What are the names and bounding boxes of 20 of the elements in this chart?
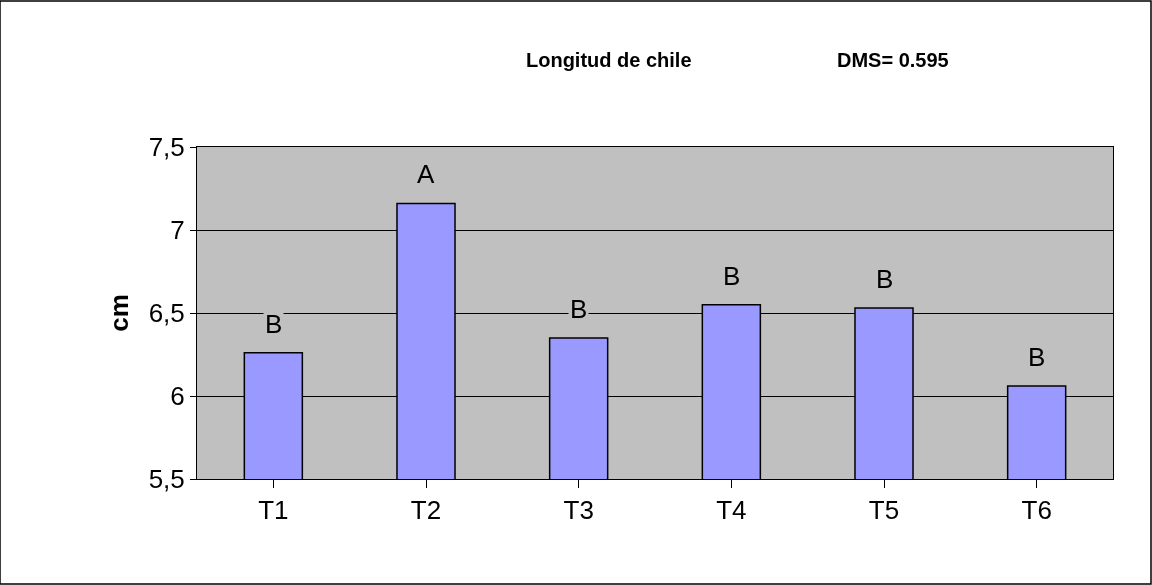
annotation: B bbox=[723, 261, 741, 291]
x-tick-label: T2 bbox=[410, 495, 442, 526]
x-tick-label: T5 bbox=[868, 495, 900, 526]
x-tick-label: T4 bbox=[716, 495, 747, 526]
annotation: B bbox=[1028, 342, 1046, 372]
x-tick-label: T6 bbox=[1021, 495, 1052, 526]
y-tick-label: 7 bbox=[170, 215, 185, 246]
y-tick-label: 6,5 bbox=[148, 298, 185, 329]
chart-title: Longitud de chile bbox=[526, 49, 692, 71]
y-tick-label: 7,5 bbox=[148, 132, 185, 163]
annotation: B bbox=[265, 309, 283, 339]
annotation: A bbox=[417, 159, 435, 189]
x-tick-label: T1 bbox=[258, 495, 289, 526]
annotation: B bbox=[876, 264, 894, 294]
y-axis-title: cm bbox=[104, 294, 135, 332]
y-tick-label: 5,5 bbox=[148, 464, 185, 495]
annotation: B bbox=[570, 294, 588, 324]
y-tick-label: 6 bbox=[170, 381, 185, 412]
chart-subtitle: DMS= 0.595 bbox=[837, 49, 949, 71]
x-tick-label: T3 bbox=[563, 495, 594, 526]
